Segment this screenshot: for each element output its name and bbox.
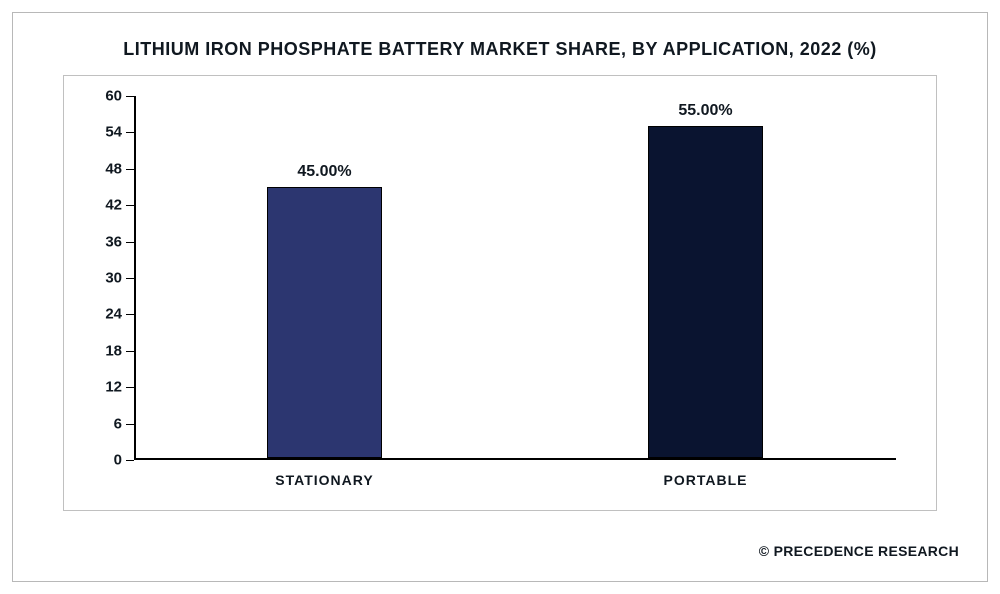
chart-inner-frame: 0 6 12 18 24 30 36 42 48 54 60 45.00% STATIONARY 55.0… <box>63 75 937 511</box>
bar <box>267 187 381 458</box>
y-tick-label: 6 <box>114 415 134 432</box>
plot-area: 0612182430364248546045.00%STATIONARY55.0… <box>134 96 896 460</box>
y-tick-label: 12 <box>105 379 134 396</box>
bar-value-label: 45.00% <box>297 163 351 181</box>
outer-frame: LITHIUM IRON PHOSPHATE BATTERY MARKET SH… <box>12 12 988 582</box>
footer-copyright: © PRECEDENCE RESEARCH <box>759 543 959 559</box>
category-label: PORTABLE <box>664 460 748 488</box>
y-axis-line <box>134 96 136 460</box>
chart-title: LITHIUM IRON PHOSPHATE BATTERY MARKET SH… <box>13 39 987 60</box>
bar <box>648 126 762 458</box>
y-tick-label: 42 <box>105 197 134 214</box>
y-tick-label: 48 <box>105 160 134 177</box>
x-axis-line <box>134 458 896 460</box>
y-tick-label: 60 <box>105 88 134 105</box>
y-tick-label: 18 <box>105 342 134 359</box>
y-tick-label: 30 <box>105 270 134 287</box>
category-label: STATIONARY <box>275 460 373 488</box>
y-tick-label: 54 <box>105 124 134 141</box>
y-tick-label: 24 <box>105 306 134 323</box>
y-tick-label: 0 <box>114 452 134 469</box>
bar-value-label: 55.00% <box>678 102 732 120</box>
y-tick-label: 36 <box>105 233 134 250</box>
